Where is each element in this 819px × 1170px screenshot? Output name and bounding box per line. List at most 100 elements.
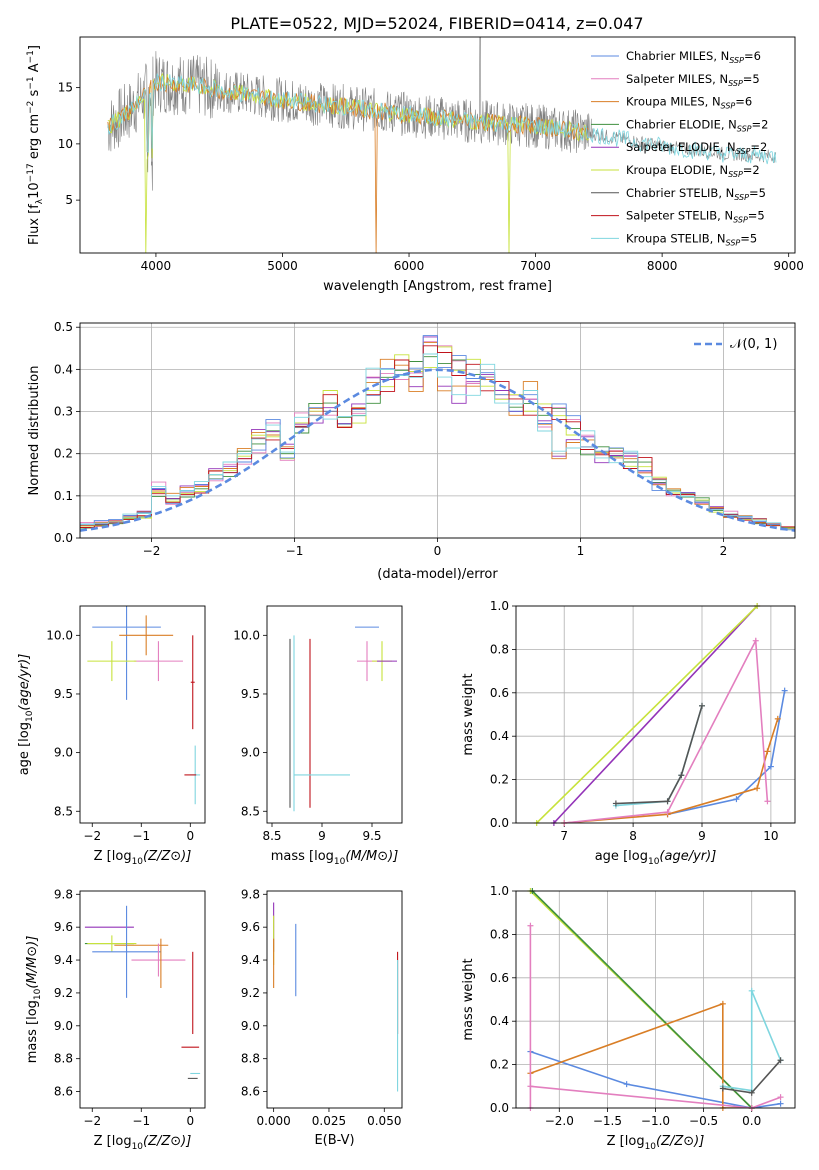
legend-label: Salpeter STELIB, NSSP=5 (626, 209, 765, 225)
series-line-chabrier_stelib (615, 705, 703, 805)
label-part: (M/M⊙)] (345, 849, 398, 864)
y-tick-label: 9.4 (54, 953, 73, 967)
series-line-salpeter_elodie (553, 606, 758, 823)
label-part: Kroupa ELODIE, N (626, 163, 728, 177)
x-tick-label: 9000 (773, 259, 804, 273)
y-tick-label: 9.2 (54, 986, 73, 1000)
label-part: mass [log (271, 849, 334, 864)
x-tick-label: −1 (132, 1114, 150, 1128)
label-sub: SSP (734, 193, 749, 202)
label-part: (Z/Z⊙)] (143, 1134, 191, 1149)
y-tick-label: 0.8 (490, 642, 509, 656)
label-sub: SSP (721, 102, 736, 111)
x-axis-label: (data-model)/error (377, 567, 498, 582)
label-part: mass [log (25, 1000, 40, 1063)
x-tick-label: 4000 (141, 259, 172, 273)
series-line-kroupa_stelib (722, 990, 782, 1092)
y-tick-label: 0.4 (490, 1014, 509, 1028)
x-axis-label: Z [log10(Z/Z⊙)] (607, 1134, 705, 1152)
x-tick-label: 0.0 (742, 1114, 761, 1128)
y-tick-label: 9.5 (54, 687, 73, 701)
label-part: (Z/Z⊙)] (656, 1134, 704, 1149)
y-axis-label: mass [log10(M/M⊙)] (25, 936, 43, 1064)
label-sub: SSP (736, 147, 751, 156)
label-sub: SSP (733, 216, 748, 225)
label-sub: SSP (737, 124, 752, 133)
label-sub: 10 (132, 857, 144, 867)
series-line-kroupa_stelib (615, 705, 703, 807)
label-part: =6 (735, 95, 752, 109)
x-tick-label: 10 (763, 829, 778, 843)
x-tick-label: 0.050 (367, 1114, 401, 1128)
y-tick-label: 0.4 (490, 729, 509, 743)
label-part: =2 (750, 140, 767, 154)
legend-label: Salpeter ELODIE, NSSP=2 (626, 140, 767, 156)
axes-frame (79, 605, 206, 824)
label-part: −1 (26, 50, 36, 63)
y-axis-label: Flux [fλ10−17 erg cm−2 s−1 A−1] (26, 45, 45, 245)
label-sub: SSP (728, 170, 743, 179)
x-axis-label: age [log10(age/yr)] (595, 849, 717, 867)
axes-frame (515, 890, 796, 1109)
x-tick-label: 0 (434, 544, 442, 558)
y-tick-label: 9.6 (241, 920, 260, 934)
mass-vs-ebv-panel: 0.000 0.025 0.050 8.6 8.8 9.0 9.2 9.4 9.6 9.8 E(B-… (241, 887, 403, 1148)
label-part: age [log (17, 722, 32, 775)
y-tick-label: 0.0 (54, 531, 73, 545)
label-part: A (27, 63, 42, 76)
spectrum-panel: 4000 5000 6000 7000 8000 9000 5 10 15 wavelength … (26, 36, 804, 294)
mass-vs-metallicity-panel: −2 −1 08.68.89.09.29.49.69.8Z [log10(Z/Z⊙)… (25, 887, 206, 1152)
legend-label: Kroupa STELIB, NSSP=5 (626, 231, 757, 247)
label-part: −2 (26, 101, 36, 114)
x-axis-label: Z [log10(Z/Z⊙)] (94, 1134, 192, 1152)
x-tick-label: 8 (629, 829, 637, 843)
label-part: ] (27, 45, 42, 50)
label-sub: 10 (132, 1142, 144, 1152)
series-line-chabrier_miles (667, 690, 786, 816)
x-tick-label: −2.0 (545, 1114, 574, 1128)
label-part: Z [log (94, 1134, 132, 1149)
label-part: =5 (748, 209, 765, 223)
series-line-salpeter_miles (564, 637, 769, 823)
y-tick-label: 0.4 (54, 362, 73, 376)
x-tick-label: 0.025 (312, 1114, 346, 1128)
label-part: erg cm (27, 114, 42, 163)
series-line-kroupa_miles (564, 718, 779, 823)
label-part: =5 (743, 72, 760, 86)
legend-label: Chabrier ELODIE, NSSP=2 (626, 117, 768, 133)
label-part: −17 (26, 163, 36, 182)
x-tick-label: 8.5 (262, 829, 281, 843)
axes-frame (79, 322, 796, 539)
x-tick-label: 1 (577, 544, 585, 558)
axes-frame (79, 890, 206, 1109)
label-part: Chabrier ELODIE, N (626, 117, 737, 131)
y-axis-label: mass weight (461, 673, 476, 755)
y-tick-label: 8.8 (54, 1052, 73, 1066)
y-tick-label: 0.2 (54, 447, 73, 461)
x-tick-label: 7 (560, 829, 568, 843)
legend-label: Salpeter MILES, NSSP=5 (626, 72, 760, 88)
label-part: 10 (27, 182, 42, 199)
age-vs-mass-panel: 8.5 9 9.5 8.5 9.0 9.5 10.0 mass [log10(M/M⊙)] (233, 605, 403, 867)
x-tick-label: −0.5 (689, 1114, 718, 1128)
label-sub: 10 (648, 857, 660, 867)
x-tick-label: 8000 (647, 259, 678, 273)
y-tick-label: 10.0 (233, 628, 260, 642)
label-part: =2 (743, 163, 760, 177)
label-sub: SSP (728, 79, 743, 88)
x-tick-label: 7000 (520, 259, 551, 273)
label-part: −1 (26, 76, 36, 89)
y-tick-label: 0.2 (490, 1058, 509, 1072)
label-sub: SSP (729, 56, 744, 65)
label-part: =5 (749, 186, 766, 200)
axes-frame (515, 605, 796, 824)
y-tick-label: 8.5 (54, 804, 73, 818)
label-part: (age/yr)] (659, 849, 716, 864)
y-tick-label: 9.0 (54, 746, 73, 760)
x-tick-label: 2 (720, 544, 728, 558)
x-tick-label: 6000 (394, 259, 425, 273)
spectrum-model-kroupa_stelib (107, 73, 777, 165)
x-tick-label: 0 (186, 1114, 194, 1128)
